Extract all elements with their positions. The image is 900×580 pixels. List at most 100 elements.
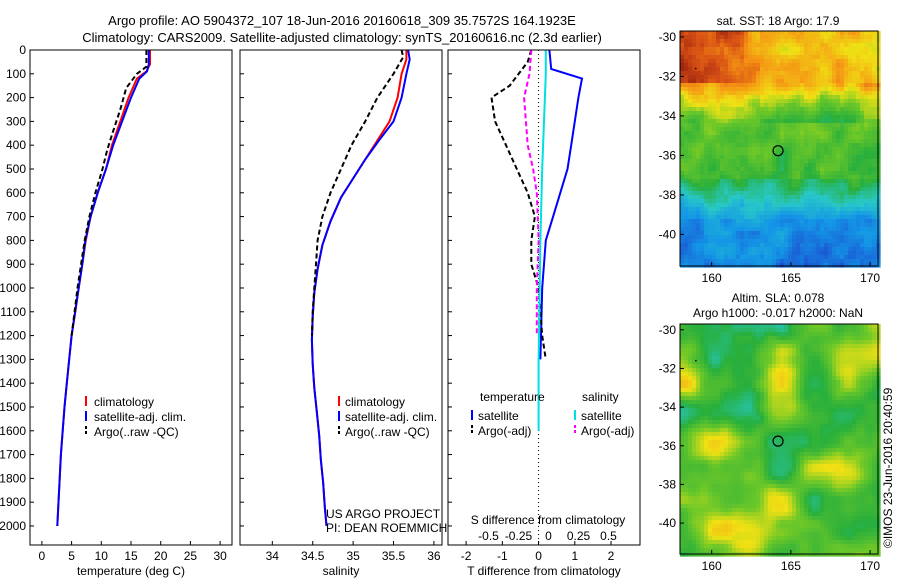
- heatmap-cell: [788, 372, 793, 377]
- heatmap-cell: [740, 31, 745, 36]
- heatmap-cell: [736, 392, 741, 397]
- heatmap-cell: [864, 440, 869, 445]
- heatmap-cell: [872, 139, 877, 144]
- heatmap-cell: [788, 159, 793, 164]
- heatmap-cell: [848, 444, 853, 449]
- heatmap-cell: [692, 163, 697, 168]
- heatmap-cell: [764, 35, 769, 40]
- heatmap-cell: [864, 416, 869, 421]
- heatmap-cell: [776, 255, 781, 260]
- heatmap-cell: [824, 191, 829, 196]
- heatmap-cell: [696, 432, 701, 437]
- heatmap-cell: [796, 259, 801, 264]
- heatmap-cell: [868, 143, 873, 148]
- heatmap-cell: [788, 380, 793, 385]
- heatmap-cell: [736, 119, 741, 124]
- heatmap-cell: [724, 376, 729, 381]
- heatmap-cell: [680, 83, 685, 88]
- heatmap-cell: [804, 207, 809, 212]
- heatmap-cell: [828, 215, 833, 220]
- y-tick-label: 1700: [0, 448, 26, 462]
- heatmap-cell: [704, 143, 709, 148]
- heatmap-cell: [868, 43, 873, 48]
- heatmap-cell: [816, 111, 821, 116]
- heatmap-cell: [832, 199, 837, 204]
- heatmap-cell: [724, 324, 729, 329]
- heatmap-cell: [728, 259, 733, 264]
- heatmap-cell: [728, 91, 733, 96]
- heatmap-cell: [792, 440, 797, 445]
- heatmap-cell: [688, 75, 693, 80]
- heatmap-cell: [724, 123, 729, 128]
- heatmap-cell: [748, 103, 753, 108]
- heatmap-cell: [688, 468, 693, 473]
- heatmap-cell: [872, 364, 877, 369]
- heatmap-cell: [736, 460, 741, 465]
- heatmap-cell: [768, 135, 773, 140]
- heatmap-cell: [768, 143, 773, 148]
- heatmap-cell: [840, 171, 845, 176]
- heatmap-cell: [860, 336, 865, 341]
- heatmap-cell: [736, 235, 741, 240]
- heatmap-cell: [756, 444, 761, 449]
- heatmap-cell: [788, 155, 793, 160]
- heatmap-cell: [868, 207, 873, 212]
- heatmap-cell: [696, 127, 701, 132]
- heatmap-cell: [784, 143, 789, 148]
- heatmap-cell: [684, 43, 689, 48]
- heatmap-cell: [720, 388, 725, 393]
- heatmap-cell: [832, 95, 837, 100]
- heatmap-cell: [836, 219, 841, 224]
- heatmap-cell: [780, 91, 785, 96]
- heatmap-cell: [780, 332, 785, 337]
- y-tick-label: 2000: [0, 519, 26, 533]
- x-tick-label: 36: [427, 549, 441, 563]
- heatmap-cell: [804, 251, 809, 256]
- heatmap-cell: [832, 207, 837, 212]
- heatmap-cell: [864, 91, 869, 96]
- heatmap-cell: [764, 448, 769, 453]
- heatmap-cell: [720, 263, 725, 268]
- heatmap-cell: [780, 199, 785, 204]
- heatmap-cell: [716, 35, 721, 40]
- heatmap-cell: [740, 207, 745, 212]
- heatmap-cell: [740, 183, 745, 188]
- heatmap-cell: [824, 123, 829, 128]
- heatmap-cell: [736, 247, 741, 252]
- heatmap-cell: [736, 135, 741, 140]
- heatmap-cell: [820, 420, 825, 425]
- heatmap-cell: [816, 356, 821, 361]
- heatmap-cell: [700, 135, 705, 140]
- heatmap-cell: [776, 39, 781, 44]
- heatmap-cell: [828, 211, 833, 216]
- heatmap-cell: [824, 400, 829, 405]
- heatmap-cell: [704, 464, 709, 469]
- heatmap-cell: [716, 392, 721, 397]
- heatmap-cell: [740, 388, 745, 393]
- heatmap-cell: [708, 328, 713, 333]
- project-annotation: US ARGO PROJECT: [326, 507, 441, 521]
- heatmap-cell: [736, 239, 741, 244]
- heatmap-cell: [748, 155, 753, 160]
- heatmap-cell: [684, 388, 689, 393]
- heatmap-cell: [720, 360, 725, 365]
- heatmap-cell: [808, 67, 813, 72]
- heatmap-cell: [752, 432, 757, 437]
- heatmap-cell: [680, 103, 685, 108]
- heatmap-cell: [728, 251, 733, 256]
- heatmap-cell: [780, 336, 785, 341]
- heatmap-cell: [860, 468, 865, 473]
- heatmap-cell: [724, 55, 729, 60]
- heatmap-cell: [844, 412, 849, 417]
- heatmap-cell: [712, 131, 717, 136]
- heatmap-cell: [720, 227, 725, 232]
- heatmap-cell: [728, 99, 733, 104]
- heatmap-cell: [748, 151, 753, 156]
- heatmap-cell: [712, 456, 717, 461]
- heatmap-cell: [872, 155, 877, 160]
- heatmap-cell: [788, 328, 793, 333]
- heatmap-cell: [868, 59, 873, 64]
- heatmap-cell: [716, 183, 721, 188]
- heatmap-cell: [836, 368, 841, 373]
- heatmap-cell: [780, 207, 785, 212]
